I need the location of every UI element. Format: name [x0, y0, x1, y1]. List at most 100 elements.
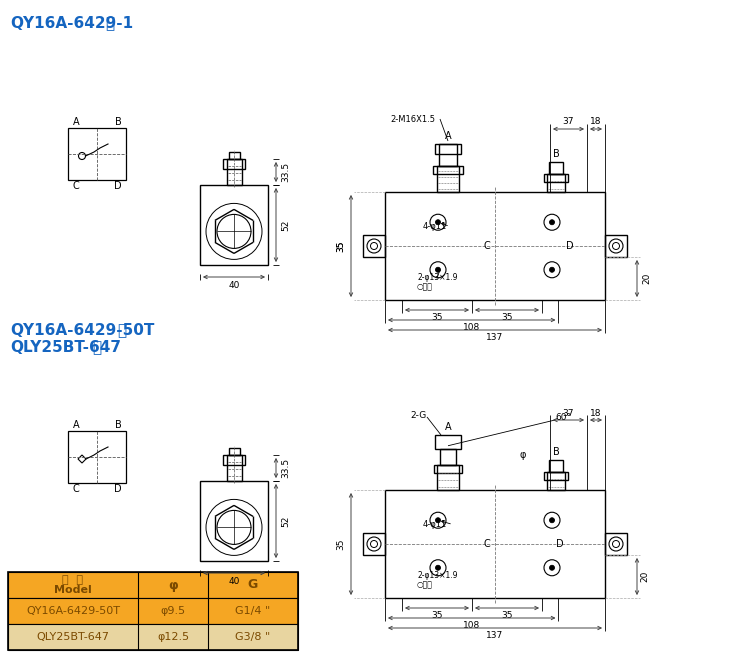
Text: φ: φ: [168, 578, 178, 592]
Text: 18: 18: [590, 118, 601, 126]
Text: B: B: [114, 420, 121, 430]
Text: 4-φ11: 4-φ11: [423, 222, 447, 231]
Bar: [547, 472, 565, 490]
Bar: [68, 128, 126, 180]
Bar: [223, 159, 245, 169]
Text: B: B: [114, 117, 121, 127]
Text: 35: 35: [337, 538, 345, 549]
Circle shape: [550, 518, 554, 522]
Text: G: G: [248, 578, 258, 592]
Text: 35: 35: [337, 240, 345, 252]
Text: 20: 20: [643, 273, 652, 284]
Bar: [439, 144, 457, 166]
Text: QLY25BT-647: QLY25BT-647: [10, 340, 121, 355]
Text: 型: 型: [117, 323, 126, 338]
Text: φ: φ: [520, 449, 526, 459]
Text: 33.5: 33.5: [281, 458, 291, 478]
Bar: [434, 465, 462, 473]
Circle shape: [550, 267, 554, 272]
Text: D: D: [556, 539, 564, 549]
Text: 40: 40: [228, 578, 240, 586]
Bar: [223, 455, 245, 465]
Text: 35: 35: [501, 313, 513, 322]
Circle shape: [435, 267, 441, 272]
Text: G1/4 ": G1/4 ": [235, 606, 271, 616]
Text: 4-φ11: 4-φ11: [423, 520, 447, 529]
Text: A: A: [445, 131, 452, 141]
Text: C: C: [72, 484, 80, 494]
Text: 2-φ13×1.9: 2-φ13×1.9: [417, 572, 458, 580]
Circle shape: [550, 565, 554, 570]
Bar: [605, 533, 627, 555]
Bar: [8, 572, 298, 650]
Text: 35: 35: [431, 313, 443, 322]
Text: 108: 108: [463, 620, 480, 630]
Bar: [433, 166, 463, 174]
Text: 型: 型: [92, 340, 101, 355]
Text: ○副槽: ○副槽: [417, 282, 433, 291]
Bar: [435, 144, 461, 154]
Text: 37: 37: [563, 118, 574, 126]
Text: B: B: [553, 149, 559, 159]
Bar: [8, 598, 298, 624]
Text: 2-G: 2-G: [410, 411, 427, 420]
Circle shape: [435, 220, 441, 225]
Text: 40: 40: [228, 282, 240, 290]
Text: Model: Model: [54, 585, 92, 595]
Bar: [547, 174, 565, 192]
Bar: [544, 174, 568, 182]
Text: B: B: [553, 447, 559, 457]
Text: C: C: [483, 241, 490, 251]
Text: 35: 35: [337, 240, 345, 252]
Text: 35: 35: [431, 611, 443, 619]
Text: 2-M16X1.5: 2-M16X1.5: [390, 114, 435, 124]
Bar: [437, 465, 459, 490]
Text: D: D: [114, 181, 122, 191]
Bar: [385, 192, 605, 300]
Bar: [605, 235, 627, 257]
Text: φ9.5: φ9.5: [160, 606, 185, 616]
Text: A: A: [445, 422, 452, 432]
Text: 52: 52: [281, 515, 291, 526]
Text: 52: 52: [281, 219, 291, 231]
Text: 108: 108: [463, 322, 480, 332]
Text: QY16A-6429-1: QY16A-6429-1: [10, 16, 133, 31]
Bar: [229, 152, 240, 159]
Text: D: D: [566, 241, 574, 251]
Text: 137: 137: [486, 630, 503, 640]
Text: 20: 20: [641, 570, 649, 582]
Text: 18: 18: [590, 409, 601, 417]
Circle shape: [550, 220, 554, 225]
Bar: [363, 235, 385, 257]
Text: 型: 型: [105, 16, 114, 31]
Text: 35: 35: [501, 611, 513, 619]
Bar: [549, 460, 563, 472]
Bar: [200, 481, 268, 561]
Text: 型  号: 型 号: [63, 575, 83, 585]
Bar: [8, 572, 298, 598]
Bar: [385, 490, 605, 598]
Text: ○副槽: ○副槽: [417, 580, 433, 590]
Text: 33.5: 33.5: [281, 162, 291, 182]
Text: QY16A-6429-50T: QY16A-6429-50T: [26, 606, 120, 616]
Text: 37: 37: [563, 409, 574, 417]
Bar: [68, 431, 126, 483]
Bar: [435, 435, 461, 449]
Bar: [544, 472, 568, 480]
Text: G3/8 ": G3/8 ": [235, 632, 271, 642]
Text: A: A: [72, 420, 79, 430]
Text: A: A: [72, 117, 79, 127]
Circle shape: [435, 518, 441, 522]
Circle shape: [435, 565, 441, 570]
Text: 60°: 60°: [555, 413, 571, 422]
Text: 2-φ13×1.9: 2-φ13×1.9: [417, 274, 458, 282]
Text: C: C: [483, 539, 490, 549]
Text: 137: 137: [486, 332, 503, 342]
Text: φ12.5: φ12.5: [157, 632, 189, 642]
Text: C: C: [72, 181, 80, 191]
Bar: [8, 624, 298, 650]
Bar: [200, 185, 268, 265]
Bar: [363, 533, 385, 555]
Bar: [437, 166, 459, 192]
Text: QLY25BT-647: QLY25BT-647: [36, 632, 109, 642]
